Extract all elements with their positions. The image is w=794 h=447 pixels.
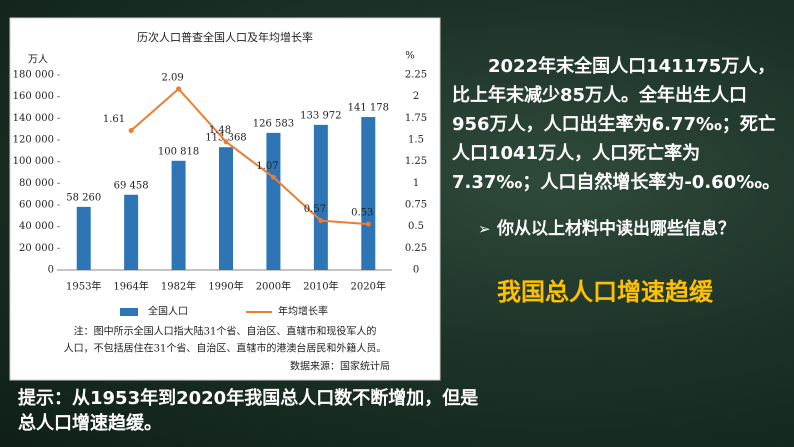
bar: [361, 117, 376, 271]
line-point: [270, 174, 276, 180]
y2-tick-label: 1.5: [408, 135, 424, 146]
legend-label: 年均增长率: [278, 305, 328, 318]
line-point: [223, 139, 229, 145]
y2-unit: %: [405, 51, 415, 62]
line-value-label: 0.57: [304, 204, 326, 215]
bar: [219, 147, 233, 270]
bar: [313, 124, 328, 270]
x-tick-label: 1990年: [208, 280, 243, 293]
y2-tick-label: 0.5: [408, 221, 424, 232]
y-tick-label: 0: [48, 265, 54, 276]
bar-value-label: 100 818: [158, 146, 199, 157]
x-tick-label: 1964年: [113, 280, 148, 293]
x-tick-label: 2010年: [303, 280, 338, 293]
bar: [76, 206, 91, 270]
y-tick-label: 80 000: [19, 178, 54, 189]
y-tick-label: 40 000: [19, 221, 54, 232]
line-point: [365, 221, 371, 227]
bar: [171, 160, 186, 270]
y-tick-label: 160 000: [13, 91, 54, 102]
note: 人口，不包括居住在31个省、自治区、直辖市的港澳台居民和外籍人员。: [64, 342, 387, 355]
paragraph: 2022年末全国人口141175万人，比上年末减少85万人。全年出生人口956万…: [452, 56, 781, 193]
y-tick-label: 100 000: [13, 156, 54, 167]
line-value-label: 0.53: [351, 208, 373, 219]
y-tick-label: 120 000: [13, 135, 54, 146]
y2-tick-label: 1.25: [405, 156, 427, 167]
chart-title: 历次人口普查全国人口及年均增长率: [137, 30, 313, 44]
legend-label: 全国人口: [148, 305, 188, 318]
y2-tick-label: 1.75: [405, 113, 427, 124]
y-unit: 万人: [28, 54, 48, 66]
bar-value-label: 58 260: [66, 192, 101, 203]
line-point: [176, 86, 182, 92]
source: 数据来源：国家统计局: [290, 360, 390, 373]
line-point: [128, 127, 134, 133]
legend-swatch: [120, 308, 138, 316]
bullet: ➢: [478, 220, 491, 238]
y2-tick-label: 1: [413, 178, 419, 189]
y-tick-label: 140 000: [13, 113, 54, 124]
y-tick-label: 180 000: [13, 70, 54, 81]
y2-tick-label: 0.75: [405, 200, 427, 211]
y-tick-label: 20 000: [19, 243, 54, 254]
note: 注：图中所示全国人口指大陆31个省、自治区、直辖市和现役军人的: [74, 325, 377, 338]
line-value-label: 1.48: [209, 125, 231, 136]
y2-tick-label: 2.25: [405, 70, 427, 81]
bar-value-label: 113 368: [205, 133, 246, 144]
x-tick-label: 2000年: [256, 280, 291, 293]
line-value-label: 1.07: [256, 161, 278, 172]
bar: [266, 132, 281, 270]
hint: 提示：从1953年到2020年我国总人口数不断增加，但是总人口增速趋缓。: [18, 388, 479, 434]
y2-tick-label: 0: [413, 265, 419, 276]
bar-value-label: 126 583: [253, 118, 294, 129]
bar-value-label: 69 458: [114, 180, 149, 191]
y2-tick-label: 0.25: [405, 243, 427, 254]
line-value-label: 2.09: [161, 72, 183, 83]
y2-tick-label: 2: [413, 91, 419, 102]
x-tick-label: 2020年: [351, 280, 386, 293]
line-value-label: 1.61: [103, 114, 125, 125]
y-tick-label: 60 000: [19, 200, 54, 211]
line: [130, 87, 369, 226]
question: 你从以上材料中读出哪些信息？: [497, 219, 735, 239]
bar-value-label: 133 972: [300, 110, 341, 121]
x-tick-label: 1953年: [66, 280, 101, 293]
x-tick-label: 1982年: [161, 280, 196, 293]
line-point: [318, 218, 324, 224]
bar: [124, 194, 139, 270]
bar-value-label: 141 178: [348, 103, 389, 114]
answer: 我国总人口增速趋缓: [497, 278, 713, 306]
